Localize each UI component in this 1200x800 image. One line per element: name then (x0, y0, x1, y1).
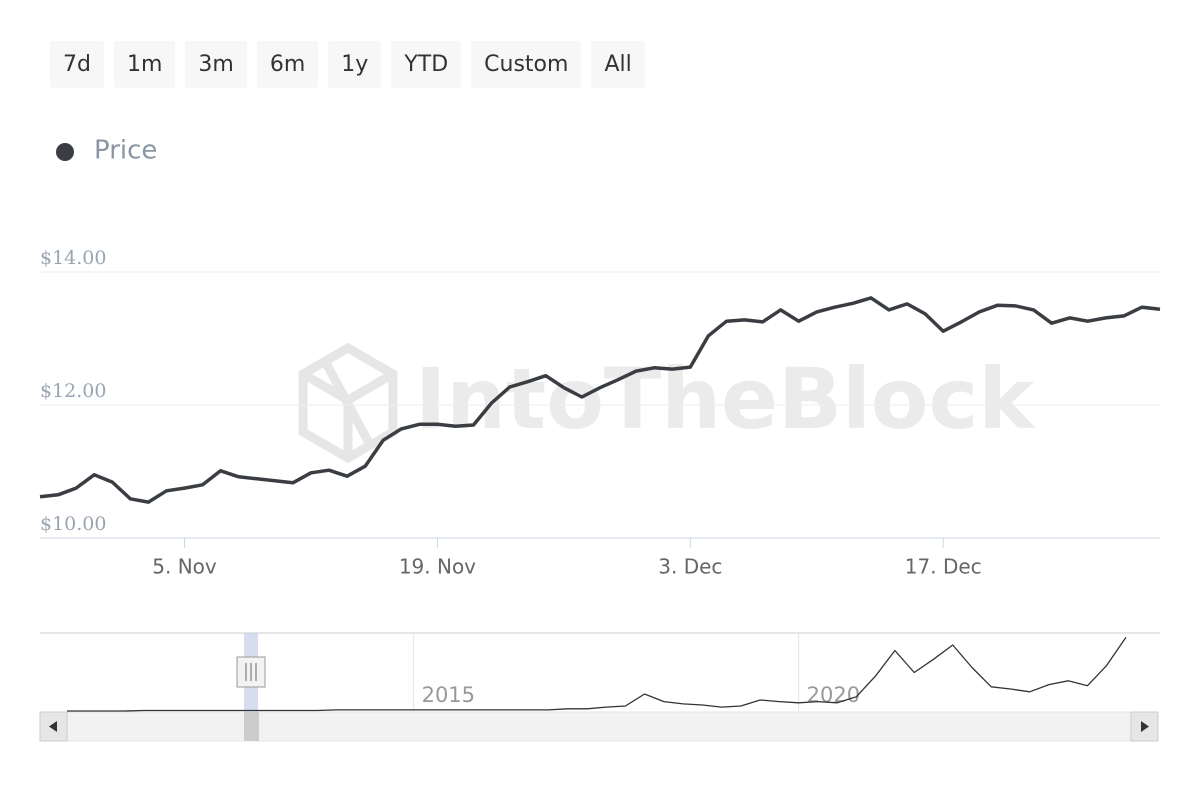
y-tick-label: $10.00 (40, 513, 106, 535)
range-button[interactable]: 1m (113, 41, 176, 88)
x-tick-label: 19. Nov (399, 555, 476, 579)
navigator-label: 2020 (807, 683, 860, 707)
range-button[interactable]: YTD (391, 41, 462, 88)
legend-marker (56, 143, 74, 161)
watermark: IntoTheBlock (415, 350, 1036, 448)
navigator-label: 2015 (422, 683, 475, 707)
x-tick-label: 3. Dec (658, 555, 722, 579)
range-button[interactable]: Custom (471, 41, 582, 88)
price-line (39, 296, 1161, 504)
scroll-right[interactable] (1130, 711, 1159, 742)
scrollbar-track[interactable] (39, 711, 1159, 742)
scrollbar-thumb[interactable] (244, 712, 259, 741)
arrow-left (49, 721, 57, 732)
x-tick-label: 5. Nov (152, 555, 217, 579)
navigator-handle[interactable] (236, 656, 266, 688)
range-button[interactable]: 6m (256, 41, 319, 88)
range-button[interactable]: All (591, 41, 645, 88)
navigator-line (67, 636, 1127, 712)
watermark-logo (298, 342, 398, 464)
x-tick-label: 17. Dec (905, 555, 982, 579)
arrow-right (1141, 721, 1149, 732)
range-selector: 7d 1m 3m 6m 1y YTD Custom All (50, 41, 645, 88)
y-tick-label: $12.00 (40, 380, 106, 402)
y-tick-label: $14.00 (40, 247, 106, 269)
range-button[interactable]: 3m (185, 41, 247, 88)
legend-label: Price (94, 136, 157, 166)
range-button[interactable]: 7d (50, 41, 104, 88)
range-button[interactable]: 1y (328, 41, 382, 88)
